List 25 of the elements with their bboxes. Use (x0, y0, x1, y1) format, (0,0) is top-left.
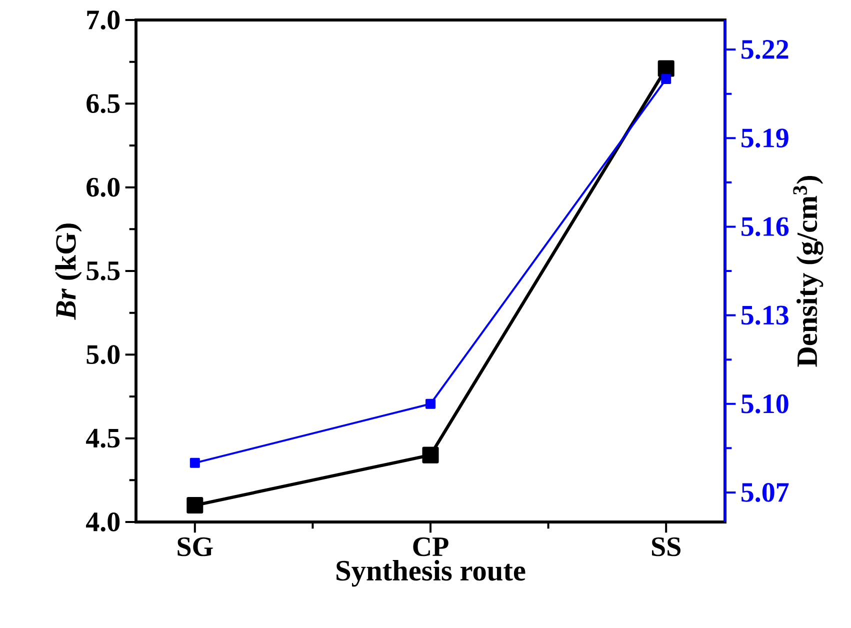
point (190, 458, 200, 468)
y2-tick-label: 5.22 (742, 40, 788, 59)
y2-tick-label: 5.13 (742, 306, 788, 325)
y2-tick-label: 5.19 (742, 128, 788, 148)
x-tick-label: SS (652, 537, 680, 556)
x-tick-label: CP (413, 537, 448, 556)
y-tick-label: 4.0 (86, 512, 120, 532)
point (422, 446, 439, 464)
y2-tick-label: 5.10 (742, 394, 788, 414)
x-tick-label: SG (178, 537, 213, 556)
point (658, 60, 674, 77)
y-tick-label: 5.5 (86, 262, 120, 280)
point (661, 74, 672, 84)
y-tick-label: 5.0 (86, 345, 120, 364)
point (186, 496, 204, 514)
y2-tick-label: 5.07 (742, 482, 789, 502)
y-tick-label: 7.0 (87, 10, 120, 30)
point (426, 398, 436, 409)
y2-axis-title: Density (g/cm$^{3}$) (793, 176, 824, 367)
y-axis-title: Br (kG) (55, 224, 82, 320)
y-tick-label: 6.0 (86, 178, 120, 197)
x-axis-title: Synthesis route (336, 560, 526, 587)
y-tick-label: 6.5 (86, 94, 120, 114)
y2-tick-label: 5.16 (742, 217, 789, 236)
y-tick-label: 4.5 (86, 428, 120, 448)
